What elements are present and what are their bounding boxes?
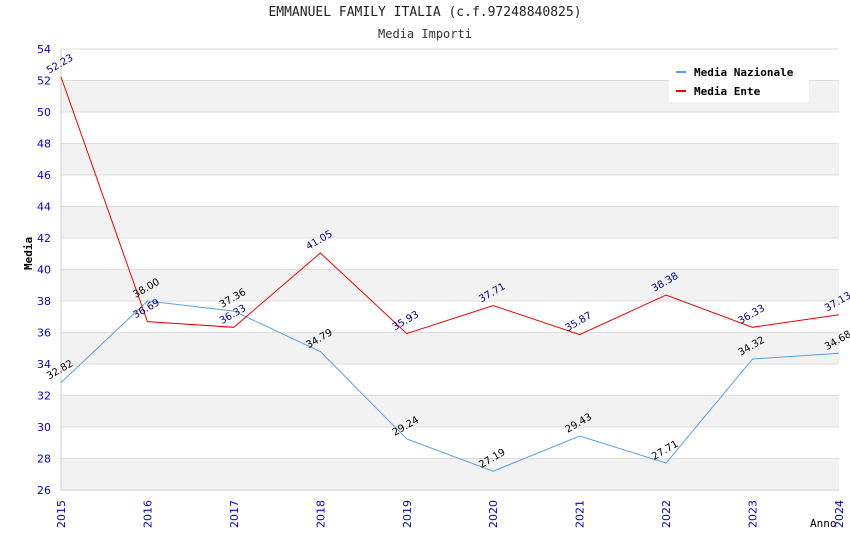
grid-band bbox=[61, 206, 839, 238]
x-tick-label: 2023 bbox=[747, 500, 760, 528]
x-tick-label: 2017 bbox=[228, 500, 241, 528]
x-tick-label: 2015 bbox=[55, 500, 68, 528]
x-tick-label: 2018 bbox=[314, 500, 327, 528]
x-tick-label: 2021 bbox=[574, 500, 587, 528]
series-line-media-ente bbox=[60, 76, 840, 336]
legend: Media Nazionale Media Ente bbox=[669, 60, 809, 102]
y-tick-label: 28 bbox=[37, 453, 51, 466]
x-tick-label: 2020 bbox=[487, 500, 500, 528]
grid-band bbox=[61, 332, 839, 364]
data-label: 35.93 bbox=[391, 309, 421, 333]
y-tick-label: 38 bbox=[37, 295, 51, 308]
y-tick-label: 26 bbox=[37, 484, 51, 497]
x-tick-label: 2022 bbox=[660, 500, 673, 528]
grid-band bbox=[61, 269, 839, 301]
x-tick-label: 2016 bbox=[141, 500, 154, 528]
legend-box bbox=[669, 60, 809, 102]
grid-band bbox=[61, 143, 839, 175]
y-tick-label: 40 bbox=[37, 264, 51, 277]
grid-band bbox=[61, 458, 839, 490]
y-tick-label: 54 bbox=[37, 43, 51, 56]
series-line-media-nazionale bbox=[60, 300, 840, 472]
legend-label: Media Ente bbox=[694, 85, 761, 98]
y-tick-label: 32 bbox=[37, 390, 51, 403]
y-tick-label: 34 bbox=[37, 358, 51, 371]
y-tick-label: 30 bbox=[37, 421, 51, 434]
x-axis-label: Anno bbox=[810, 517, 837, 530]
y-tick-label: 44 bbox=[37, 201, 51, 214]
y-tick-label: 46 bbox=[37, 169, 51, 182]
y-tick-label: 42 bbox=[37, 232, 51, 245]
y-tick-label: 48 bbox=[37, 138, 51, 151]
grid-band bbox=[61, 395, 839, 427]
y-tick-label: 52 bbox=[37, 75, 51, 88]
x-tick-label: 2019 bbox=[401, 500, 414, 528]
y-tick-label: 36 bbox=[37, 327, 51, 340]
chart-subtitle: Media Importi bbox=[378, 27, 472, 41]
legend-label: Media Nazionale bbox=[694, 66, 794, 79]
y-tick-label: 50 bbox=[37, 106, 51, 119]
x-tick-label: 2024 bbox=[833, 500, 846, 528]
data-label: 52.23 bbox=[45, 53, 75, 77]
data-label: 36.33 bbox=[737, 303, 767, 327]
chart-title: EMMANUEL FAMILY ITALIA (c.f.97248840825) bbox=[268, 5, 582, 20]
